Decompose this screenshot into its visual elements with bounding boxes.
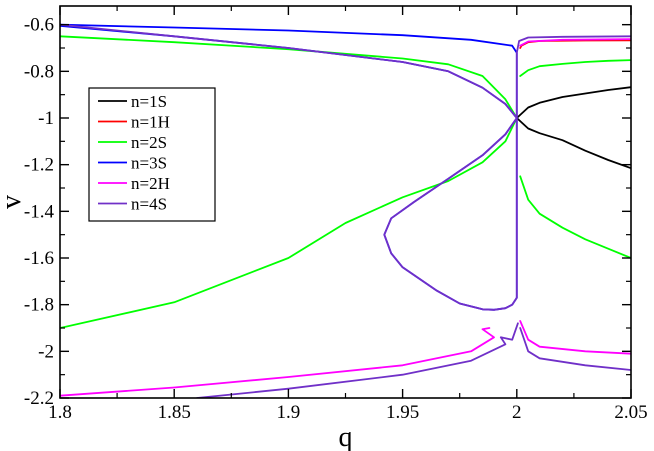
curves-layer (60, 23, 631, 398)
y-tick-label: -1 (38, 108, 54, 129)
series-line-n-4s-0 (60, 23, 631, 311)
ticks-layer: 1.8 1.85 1.9 1.95 2 2.05 -2.2 -2 -1.8 -1.6 -1.4 -1.… (24, 6, 648, 423)
x-axis-title: q (339, 422, 353, 451)
y-tick-label: -0.6 (24, 15, 54, 36)
legend: n=1S n=1Hn=2S n=3Sn=2H n=4S (88, 87, 216, 222)
y-tick-label: -0.8 (24, 61, 54, 82)
x-tick-label: 1.8 (48, 402, 72, 423)
legend-box (88, 87, 216, 222)
x-tick-label: 1.85 (158, 402, 191, 423)
series-line-n-2h-1 (519, 320, 631, 355)
legend-entry: n=3S (131, 154, 167, 173)
y-tick-label: -2.2 (24, 388, 54, 409)
legend-entry: n=1S (131, 92, 167, 111)
legend-entry: n=4S (131, 195, 167, 214)
series-line-n-1s-1 (515, 117, 631, 170)
series-line-n-2s-2 (519, 175, 631, 259)
legend-entry: n=2H (131, 174, 170, 193)
x-tick-label: 1.95 (386, 402, 419, 423)
series-line-n-2h-2 (519, 38, 631, 47)
series-line-n-4s-2 (519, 327, 631, 371)
series-line-n-2h-0 (60, 327, 495, 397)
y-tick-label: -1.2 (24, 155, 54, 176)
y-axis-title: v (0, 195, 27, 209)
y-tick-label: -1.8 (24, 295, 54, 316)
legend-entry: n=1H (131, 113, 170, 132)
y-tick-label: -1.6 (24, 248, 54, 269)
x-tick-label: 2.05 (614, 402, 647, 423)
y-tick-label: -1.4 (24, 201, 55, 222)
legend-entry: n=2S (131, 133, 167, 152)
x-tick-label: 1.9 (277, 402, 301, 423)
series-line-n-2s-1 (519, 59, 631, 77)
x-tick-label: 2 (512, 402, 522, 423)
series-line-n-4s-1 (196, 322, 519, 398)
y-tick-label: -2 (38, 341, 54, 362)
series-line-n-1s-0 (515, 86, 631, 119)
series-line-n-2s-0 (60, 35, 518, 329)
